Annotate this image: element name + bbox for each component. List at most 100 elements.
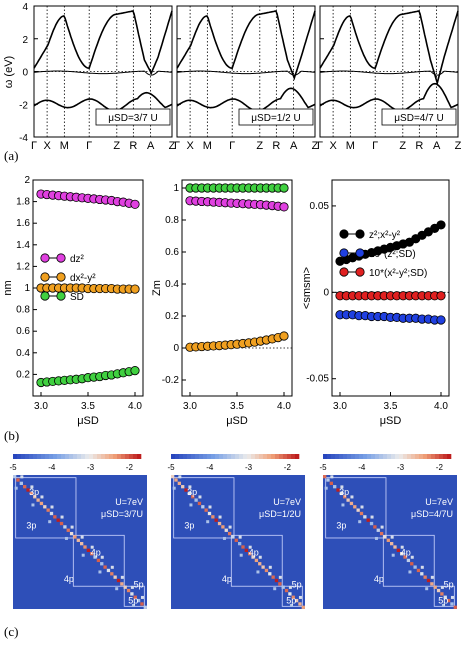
matrix-element <box>116 578 121 583</box>
matrix-element <box>110 565 114 569</box>
matrix-element <box>238 535 242 539</box>
matrix-element <box>278 582 282 586</box>
observables-row: 0.2 0.4 0.6 0.8 1 1.2 1.4 1.6 1.8 2 3.0 3.5 4.0 μSD nm… <box>2 175 450 443</box>
colorbar-segment <box>49 454 54 459</box>
matrix-element <box>420 572 424 576</box>
matrix-element <box>336 488 340 492</box>
k-point-label: Γ <box>372 140 378 152</box>
matrix-element <box>69 531 74 536</box>
colorbar-segment <box>37 454 42 459</box>
matrix-element <box>20 475 24 479</box>
colorbar-segment <box>387 454 392 459</box>
colorbar-segment <box>207 454 212 459</box>
y-axis-label: Zm <box>151 280 163 296</box>
matrix-element <box>29 491 34 496</box>
matrix-element <box>251 555 255 559</box>
block-label: 3p <box>339 487 349 497</box>
matrix-element <box>189 503 193 507</box>
matrix-element <box>301 605 305 609</box>
colorbar-segment <box>355 454 360 459</box>
colorbar-segment <box>231 454 236 459</box>
block-label: 5p <box>134 580 144 590</box>
matrix-element <box>239 553 243 557</box>
colorbar-segment <box>295 454 300 459</box>
y-tick-label: 0.2 <box>16 369 30 380</box>
matrix-element <box>115 587 119 591</box>
matrix-element <box>403 555 407 559</box>
data-point <box>279 183 289 193</box>
colorbar-tick: -2 <box>436 463 444 472</box>
panel-frame <box>331 179 450 397</box>
matrix-element <box>234 538 238 542</box>
colorbar-segment <box>439 454 444 459</box>
k-point-label: Γ <box>174 140 180 152</box>
colorbar-tick: -2 <box>126 463 134 472</box>
block-outline <box>173 477 235 539</box>
legend-label: dz² <box>70 254 85 265</box>
omega-tick: 4 <box>22 2 28 13</box>
matrix-element <box>433 585 437 589</box>
k-point-label: A <box>147 140 155 152</box>
colorbar-segment <box>33 454 38 459</box>
band-curve <box>176 10 316 81</box>
band-curve <box>319 70 459 76</box>
colorbar-segment <box>331 454 336 459</box>
matrix-element <box>396 548 400 552</box>
matrix-element <box>126 588 131 593</box>
y-tick-label: 1 <box>24 283 30 294</box>
matrix-element <box>258 555 262 559</box>
colorbar-segment <box>271 454 276 459</box>
omega-tick: 0 <box>22 68 28 79</box>
mu-label: μSD=3/7U <box>101 509 143 519</box>
matrix-element <box>110 572 114 576</box>
colorbar-segment <box>41 454 46 459</box>
band-curve <box>33 91 173 112</box>
matrix-element <box>441 603 445 607</box>
band-curve <box>176 87 316 112</box>
matrix-element <box>450 602 454 606</box>
data-point <box>436 220 446 230</box>
colorbar-segment <box>323 454 328 459</box>
colorbar-segment <box>25 454 30 459</box>
matrix-element <box>130 585 134 589</box>
colorbar-segment <box>69 454 74 459</box>
y-tick-label: 0.4 <box>16 348 30 359</box>
colorbar-segment <box>415 454 420 459</box>
matrix-element <box>413 565 417 569</box>
block-label: 4p <box>249 547 259 557</box>
observable-panel: 0.2 0.4 0.6 0.8 1 1.2 1.4 1.6 1.8 2 3.0 3.5 4.0 μSD nm… <box>2 175 144 427</box>
legend-marker <box>339 267 349 277</box>
matrix-element <box>31 503 35 507</box>
matrix-element <box>140 602 144 606</box>
matrix-element <box>373 525 377 529</box>
band-curve <box>319 82 459 112</box>
colorbar-segment <box>183 454 188 459</box>
legend-marker <box>40 291 50 301</box>
legend-marker <box>355 248 365 258</box>
matrix-element <box>130 592 134 596</box>
panel-label-a: (a) <box>4 148 18 163</box>
block-label: 3p <box>29 487 39 497</box>
matrix-element <box>238 542 242 546</box>
colorbar-segment <box>383 454 388 459</box>
colorbar-segment <box>259 454 264 459</box>
matrix-panel: -5 -4 -3 -2 U=7eV μSD=4/7U 3p 3p 4p 4p 5p 5p <box>319 454 457 609</box>
matrix-element <box>80 535 84 539</box>
matrix-element <box>198 495 202 499</box>
y-axis-label: nm <box>2 280 14 295</box>
y-tick-label: 0.8 <box>16 305 30 316</box>
matrix-element <box>76 538 80 542</box>
colorbar-segment <box>291 454 296 459</box>
legend-marker <box>56 272 66 282</box>
matrix-element <box>383 535 387 539</box>
matrix-element <box>66 528 70 532</box>
colorbar-segment <box>435 454 440 459</box>
x-tick-label: 3.5 <box>230 401 244 412</box>
legend-marker <box>339 248 349 258</box>
matrix-element <box>16 478 20 482</box>
matrix-element <box>171 475 175 479</box>
data-point <box>436 315 446 325</box>
matrix-element <box>346 498 350 502</box>
matrix-panel: -5 -4 -3 -2 U=7eV μSD=1/2U 3p 3p 4p 4p 5p 5p <box>167 454 305 609</box>
